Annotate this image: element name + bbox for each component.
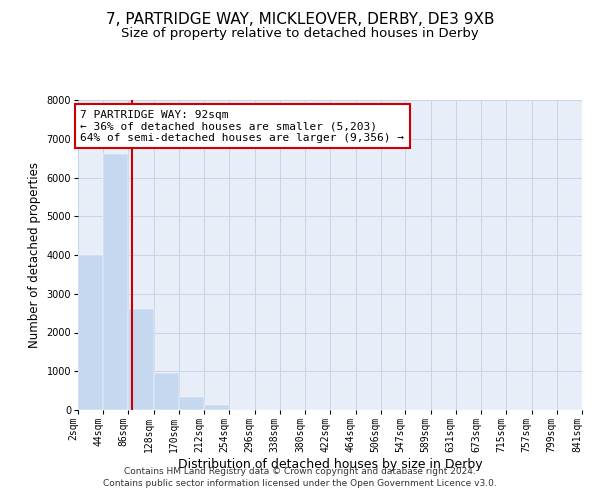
Bar — [179, 397, 204, 410]
Text: 7, PARTRIDGE WAY, MICKLEOVER, DERBY, DE3 9XB: 7, PARTRIDGE WAY, MICKLEOVER, DERBY, DE3… — [106, 12, 494, 28]
Y-axis label: Number of detached properties: Number of detached properties — [28, 162, 41, 348]
Bar — [204, 405, 229, 410]
Text: Size of property relative to detached houses in Derby: Size of property relative to detached ho… — [121, 28, 479, 40]
X-axis label: Distribution of detached houses by size in Derby: Distribution of detached houses by size … — [178, 458, 482, 471]
Bar — [78, 255, 103, 410]
Text: 7 PARTRIDGE WAY: 92sqm
← 36% of detached houses are smaller (5,203)
64% of semi-: 7 PARTRIDGE WAY: 92sqm ← 36% of detached… — [80, 110, 404, 143]
Text: Contains HM Land Registry data © Crown copyright and database right 2024.
Contai: Contains HM Land Registry data © Crown c… — [103, 466, 497, 487]
Bar — [154, 373, 179, 410]
Bar — [128, 309, 154, 410]
Bar — [103, 154, 128, 410]
